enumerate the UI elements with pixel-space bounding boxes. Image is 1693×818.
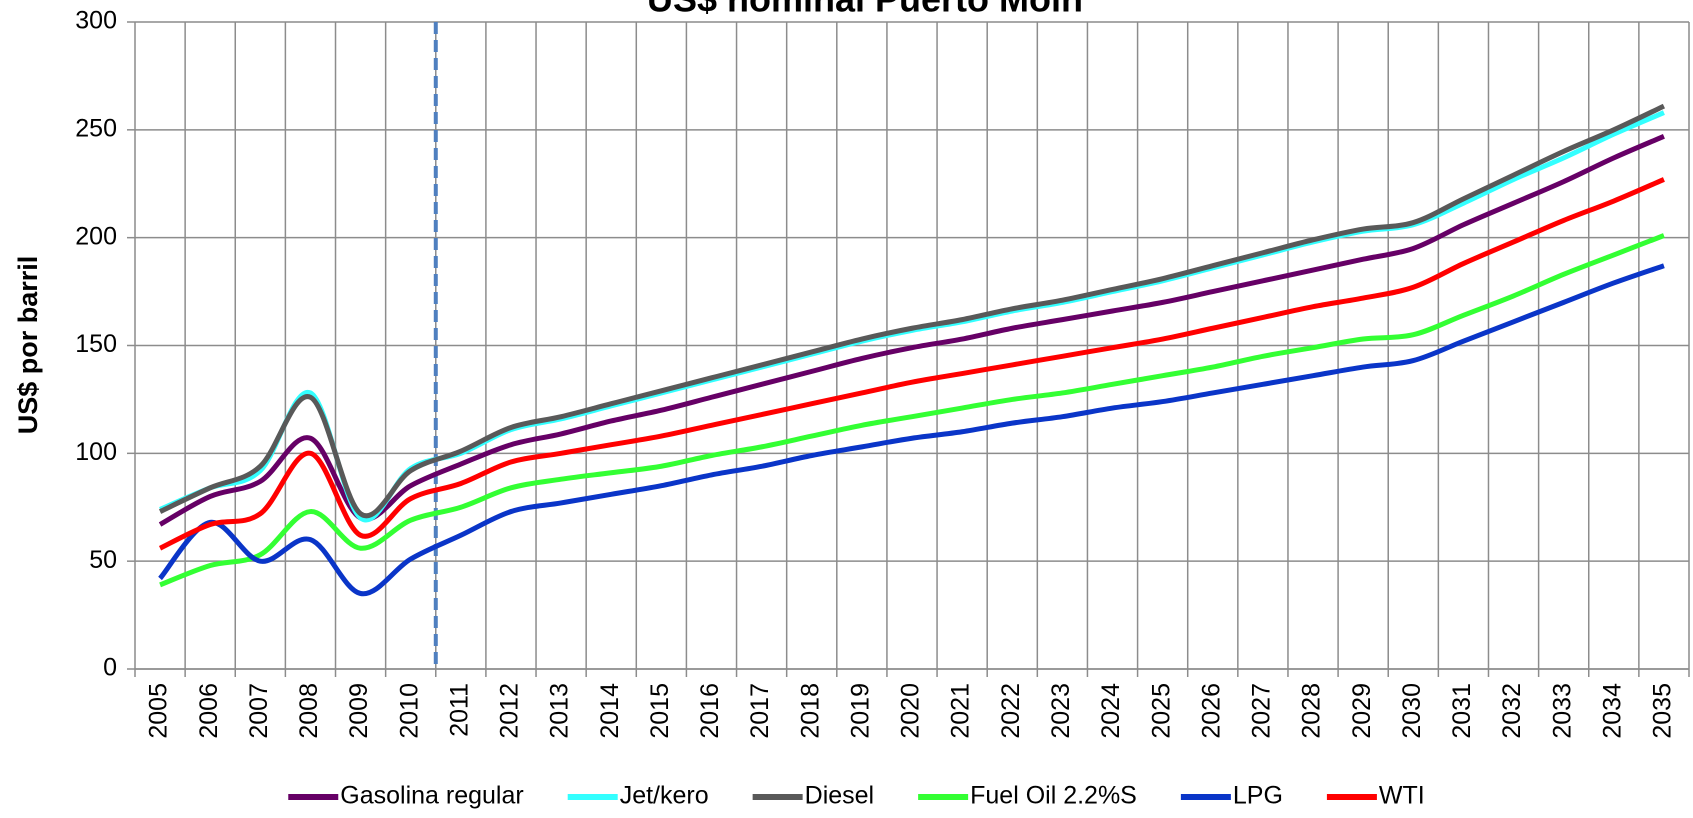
x-tick-label: 2027 xyxy=(1248,683,1276,739)
chart-title: US$ nominal Puerto Moín xyxy=(647,0,1083,20)
x-tick-label: 2025 xyxy=(1147,683,1175,739)
x-tick-label: 2013 xyxy=(546,683,574,739)
x-tick-label: 2019 xyxy=(846,683,874,739)
x-tick-label: 2008 xyxy=(295,683,323,739)
x-tick-label: 2012 xyxy=(496,683,524,739)
y-tick-label: 300 xyxy=(75,7,117,35)
x-tick-label: 2021 xyxy=(947,683,975,739)
y-axis-title: US$ por barril xyxy=(13,256,43,435)
series-line xyxy=(158,263,1665,597)
y-tick-label: 100 xyxy=(75,438,117,466)
x-tick-label: 2011 xyxy=(445,683,473,737)
x-tick-label: 2032 xyxy=(1498,683,1526,739)
y-tick-label: 200 xyxy=(75,222,117,250)
x-tick-label: 2014 xyxy=(596,683,624,739)
x-tick-label: 2018 xyxy=(796,683,824,739)
x-tick-label: 2006 xyxy=(195,683,223,739)
y-tick-label: 150 xyxy=(75,330,117,358)
x-tick-label: 2005 xyxy=(145,683,173,739)
x-tick-label: 2030 xyxy=(1398,683,1426,739)
x-tick-label: 2024 xyxy=(1097,683,1125,739)
x-tick-label: 2016 xyxy=(696,683,724,739)
y-tick-label: 250 xyxy=(75,114,117,142)
series-line xyxy=(158,134,1665,527)
legend-label: LPG xyxy=(1233,782,1283,810)
legend-label: WTI xyxy=(1379,782,1425,810)
x-tick-label: 2010 xyxy=(395,683,423,739)
x-tick-label: 2028 xyxy=(1298,683,1326,739)
x-tick-label: 2034 xyxy=(1598,683,1626,739)
x-tick-label: 2020 xyxy=(897,683,925,739)
x-tick-label: 2015 xyxy=(646,683,674,739)
x-tick-label: 2023 xyxy=(1047,683,1075,739)
x-tick-label: 2009 xyxy=(345,683,373,739)
x-tick-label: 2029 xyxy=(1348,683,1376,739)
x-tick-label: 2007 xyxy=(245,683,273,739)
x-tick-label: 2033 xyxy=(1548,683,1576,739)
legend-label: Gasolina regular xyxy=(340,782,523,810)
legend-label: Fuel Oil 2.2%S xyxy=(970,782,1137,810)
y-tick-label: 0 xyxy=(103,654,117,682)
x-tick-label: 2031 xyxy=(1448,683,1476,739)
series-line xyxy=(158,177,1665,551)
legend-label: Jet/kero xyxy=(620,782,709,810)
x-tick-label: 2035 xyxy=(1649,683,1677,739)
series-line xyxy=(159,233,1665,588)
x-tick-label: 2022 xyxy=(997,683,1025,739)
series-line xyxy=(158,103,1666,519)
legend-label: Diesel xyxy=(805,782,874,810)
legend: Gasolina regular Jet/kero Diesel Fuel Oil 2… xyxy=(288,782,1425,810)
x-tick-label: 2026 xyxy=(1197,683,1225,739)
y-tick-label: 50 xyxy=(89,546,117,574)
x-tick-label: 2017 xyxy=(746,683,774,739)
